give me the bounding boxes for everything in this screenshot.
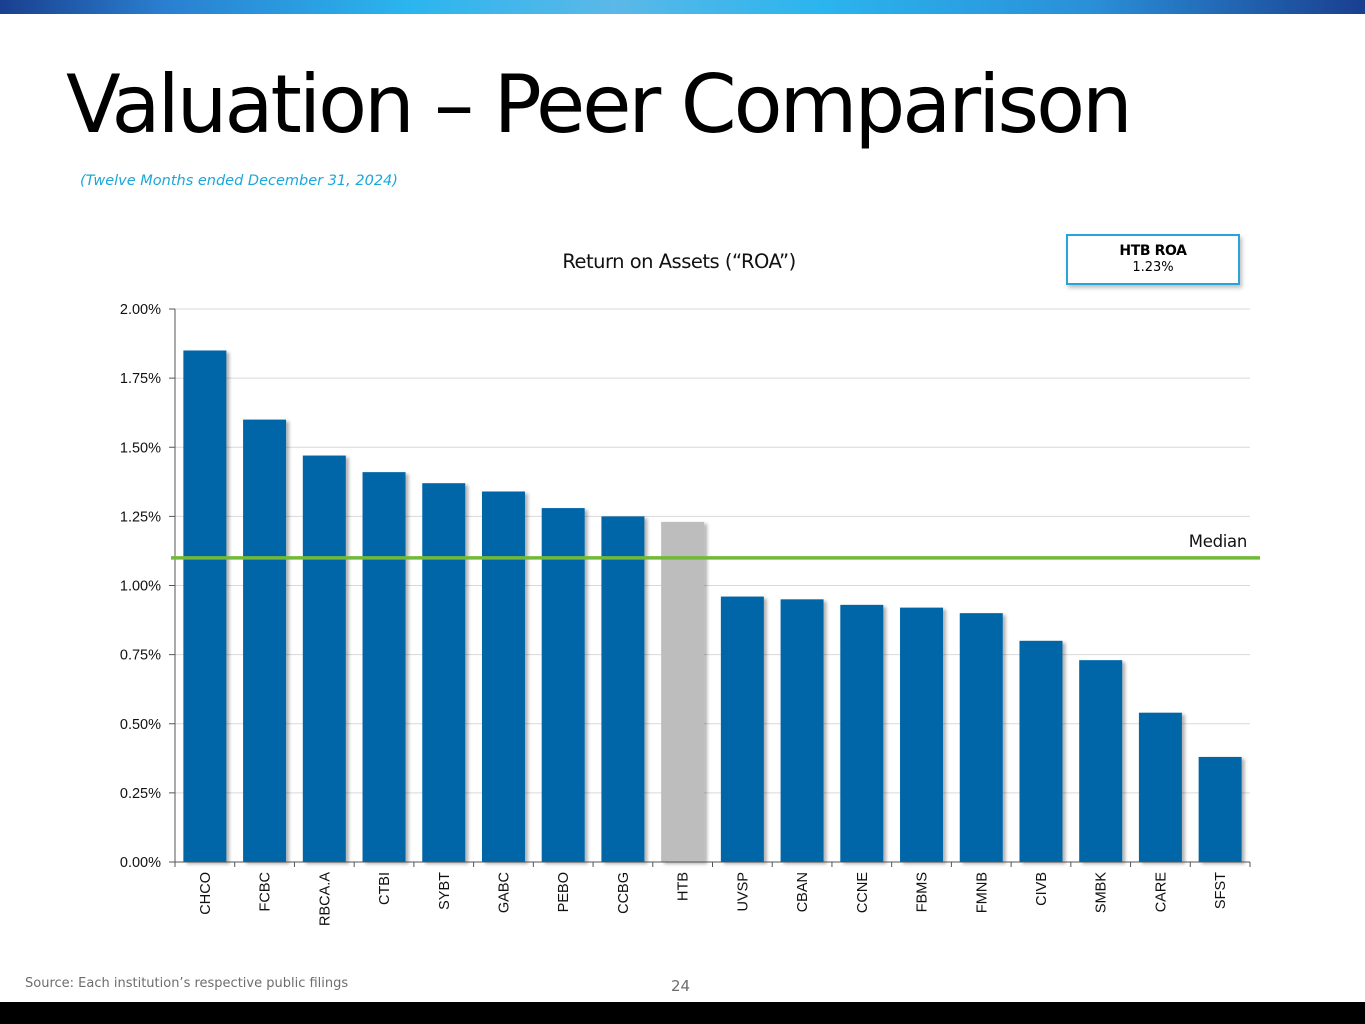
x-tick-label: GABC <box>496 872 512 913</box>
x-tick-label: CCNE <box>855 872 871 913</box>
bottom-bar <box>0 1002 1365 1024</box>
x-tick-label: SMBK <box>1094 872 1110 913</box>
x-tick-label: SYBT <box>437 872 453 910</box>
x-tick-label: HTB <box>676 872 692 901</box>
bar-rbca-a <box>302 455 346 862</box>
top-gradient-band <box>0 0 1365 14</box>
x-tick-label: FMNB <box>974 872 990 913</box>
bar-fbms <box>900 607 944 862</box>
x-tick-label: CTBI <box>377 872 393 905</box>
bar-pebo <box>541 508 585 862</box>
htb-roa-label: HTB ROA <box>1119 243 1187 259</box>
bar-ccbg <box>601 516 645 862</box>
page-title: Valuation – Peer Comparison <box>66 58 1133 151</box>
bar-care <box>1138 712 1182 862</box>
y-tick-label: 0.75% <box>120 648 161 664</box>
bar-sfst <box>1198 756 1242 862</box>
x-tick-labels: CHCO FCBC RBCA.A CTBI SYBT GABC PEBO CCBG HTB UVS… <box>198 872 1229 926</box>
bar-sybt <box>422 483 466 862</box>
bar-smbk <box>1079 660 1123 862</box>
x-tick-label: CCBG <box>616 872 632 914</box>
x-tick-label: RBCA.A <box>317 872 333 926</box>
x-tick-label: FCBC <box>258 872 274 911</box>
htb-roa-value: 1.23% <box>1132 260 1174 275</box>
x-tick-label: CIVB <box>1034 872 1050 906</box>
htb-roa-callout: HTB ROA 1.23% <box>1066 234 1240 285</box>
y-tick-label: 0.50% <box>120 717 161 733</box>
bar-chco <box>183 350 227 862</box>
axes <box>169 308 1251 867</box>
y-tick-label: 1.75% <box>120 371 161 387</box>
y-tick-label: 1.00% <box>120 579 161 595</box>
page-subtitle: (Twelve Months ended December 31, 2024) <box>80 173 398 189</box>
x-tick-label: FBMS <box>915 872 931 912</box>
bar-civb <box>1019 640 1063 862</box>
bar-htb <box>661 521 705 862</box>
bar-cban <box>780 599 824 862</box>
y-tick-label: 0.00% <box>120 855 161 871</box>
x-tick-label: CARE <box>1153 872 1169 913</box>
chart-title: Return on Assets (“ROA”) <box>562 250 795 273</box>
y-tick-label: 0.25% <box>120 786 161 802</box>
y-tick-label: 1.25% <box>120 509 161 525</box>
x-tick-label: SFST <box>1213 872 1229 909</box>
median-label: Median <box>1189 532 1247 551</box>
roa-bar-chart: Return on Assets (“ROA”) 0.00% 0.25% 0.50%… <box>120 250 1260 926</box>
page-number: 24 <box>671 977 691 995</box>
gridlines <box>175 308 1250 794</box>
y-tick-label: 2.00% <box>120 302 161 318</box>
x-tick-label: CHCO <box>198 872 214 915</box>
bars <box>183 350 1242 862</box>
bar-gabc <box>481 491 525 862</box>
source-note: Source: Each institution’s respective pu… <box>25 976 349 991</box>
bar-fmnb <box>959 613 1003 862</box>
x-tick-label: UVSP <box>735 872 751 912</box>
median-group: Median <box>171 532 1260 560</box>
x-tick-label: CBAN <box>795 872 811 912</box>
bar-fcbc <box>243 419 287 862</box>
bar-ctbi <box>362 472 406 862</box>
bar-uvsp <box>720 596 764 862</box>
y-tick-labels: 0.00% 0.25% 0.50% 0.75% 1.00% 1.25% 1.50% 1.75%… <box>120 302 161 871</box>
y-tick-label: 1.50% <box>120 440 161 456</box>
bar-ccne <box>840 604 884 862</box>
x-tick-label: PEBO <box>556 872 572 912</box>
